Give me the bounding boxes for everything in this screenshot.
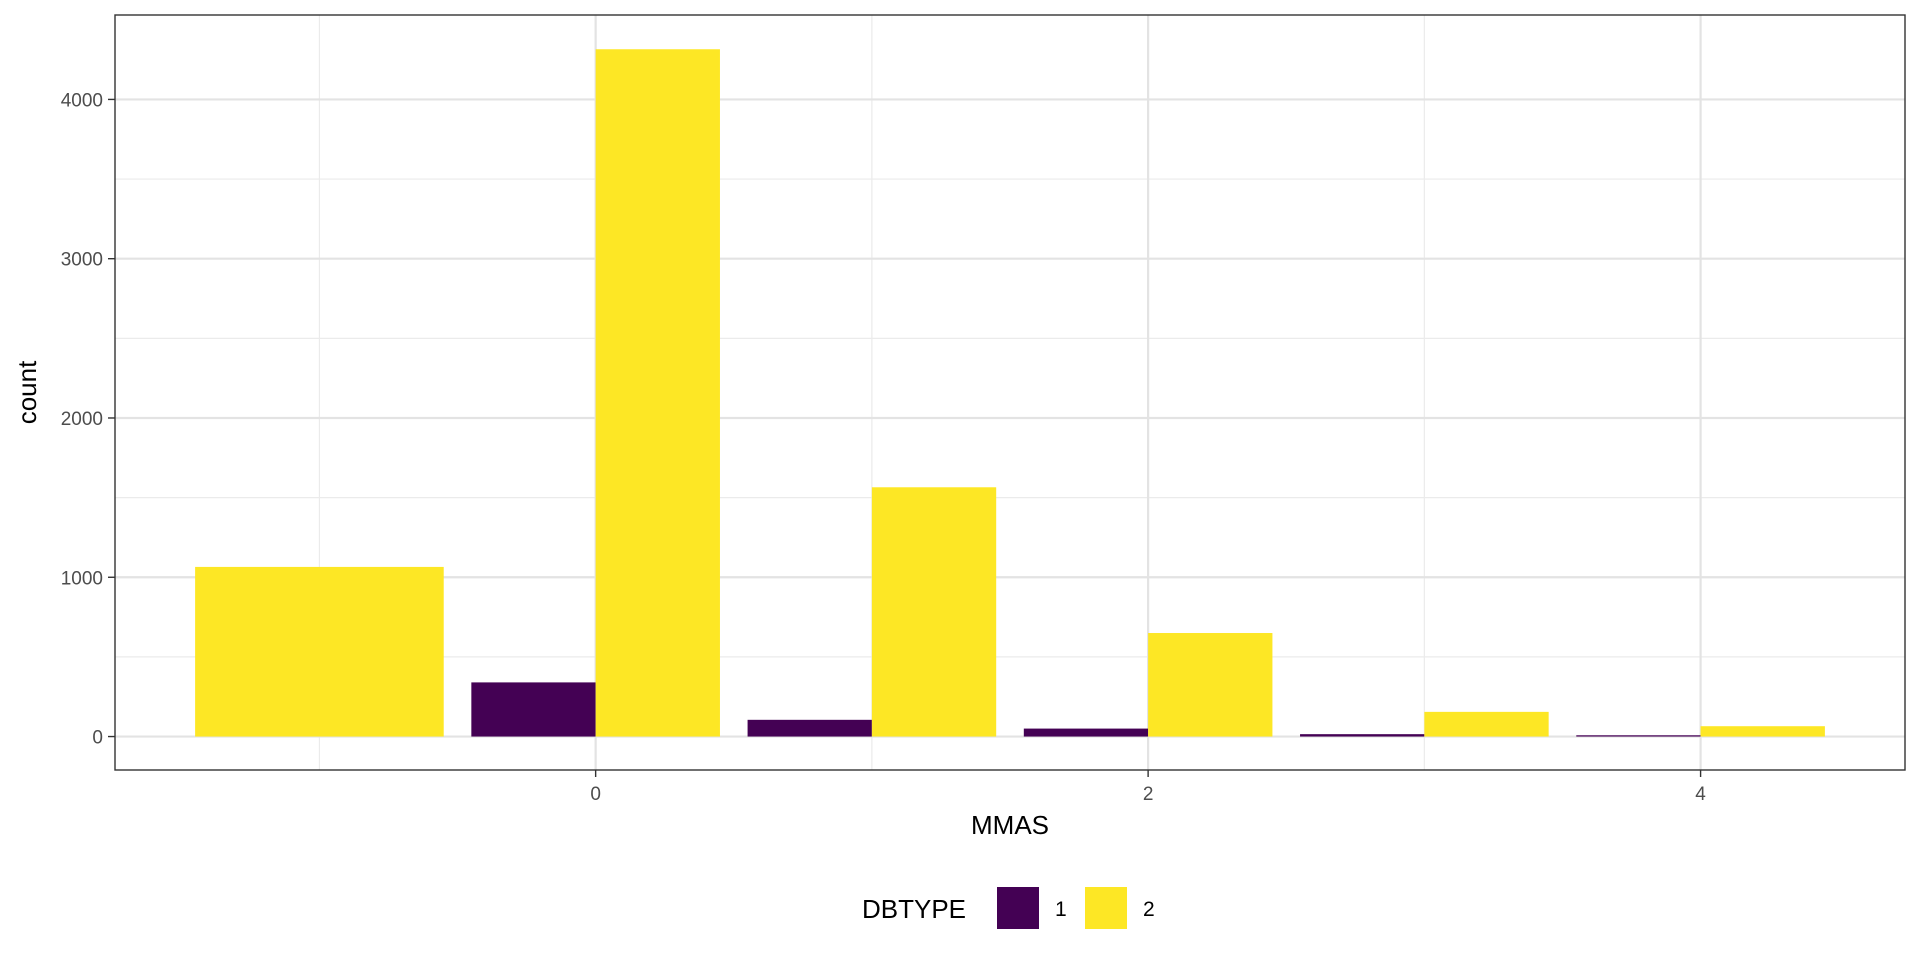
y-tick-label: 4000: [61, 90, 103, 111]
x-axis: 0 2 4: [590, 770, 1706, 805]
x-axis-title: MMAS: [971, 810, 1049, 840]
minor-gridlines: [115, 15, 1905, 770]
bar-series-2-x-1: [871, 487, 997, 737]
y-tick-label: 3000: [61, 250, 103, 271]
legend-key-1: [997, 887, 1039, 929]
legend-label-2: 2: [1143, 898, 1155, 921]
bar-series-2-x-2: [1148, 633, 1273, 737]
bar-series-2-x--1: [195, 566, 444, 737]
legend-title: DBTYPE: [862, 894, 966, 924]
bars: [195, 49, 1825, 737]
bar-series-2-x-0: [595, 49, 720, 737]
bar-series-1-x-2: [1023, 728, 1149, 737]
y-tick-label: 2000: [61, 409, 103, 430]
x-tick-label: 0: [590, 784, 601, 805]
panel-border: [114, 14, 1906, 771]
y-axis: 0 1000 2000 3000 4000: [61, 90, 115, 749]
bar-series-2-x-3: [1424, 711, 1549, 737]
bar-series-1-x-1: [747, 719, 872, 737]
y-tick-label: 1000: [61, 568, 103, 589]
y-axis-title: count: [12, 360, 42, 424]
bar-series-1-x-4: [1576, 735, 1701, 737]
bar-series-1-x-3: [1300, 734, 1425, 737]
legend-key-2: [1085, 887, 1127, 929]
bar-series-1-x-0: [471, 682, 596, 737]
legend: DBTYPE 1 2: [862, 887, 1155, 929]
bar-series-2-x-4: [1700, 726, 1825, 737]
legend-label-1: 1: [1055, 898, 1067, 921]
x-tick-label: 2: [1143, 784, 1154, 805]
y-tick-label: 0: [92, 728, 103, 749]
x-tick-label: 4: [1695, 784, 1706, 805]
